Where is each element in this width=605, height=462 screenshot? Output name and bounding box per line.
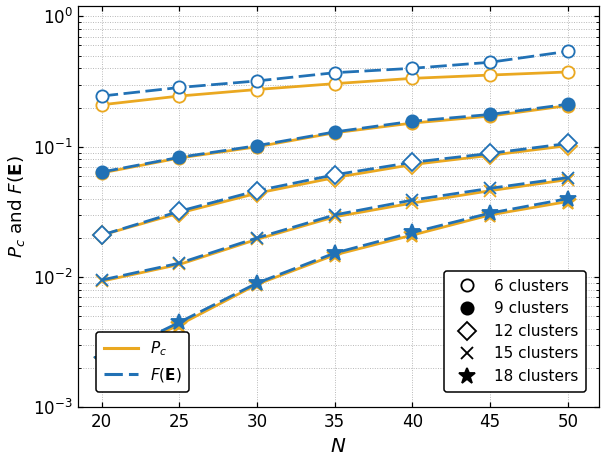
Legend: 6 clusters, 9 clusters, 12 clusters, 15 clusters, 18 clusters: 6 clusters, 9 clusters, 12 clusters, 15 … bbox=[443, 271, 586, 392]
Y-axis label: $P_c$ and $F(\mathbf{E})$: $P_c$ and $F(\mathbf{E})$ bbox=[6, 155, 27, 258]
X-axis label: $N$: $N$ bbox=[330, 437, 347, 456]
